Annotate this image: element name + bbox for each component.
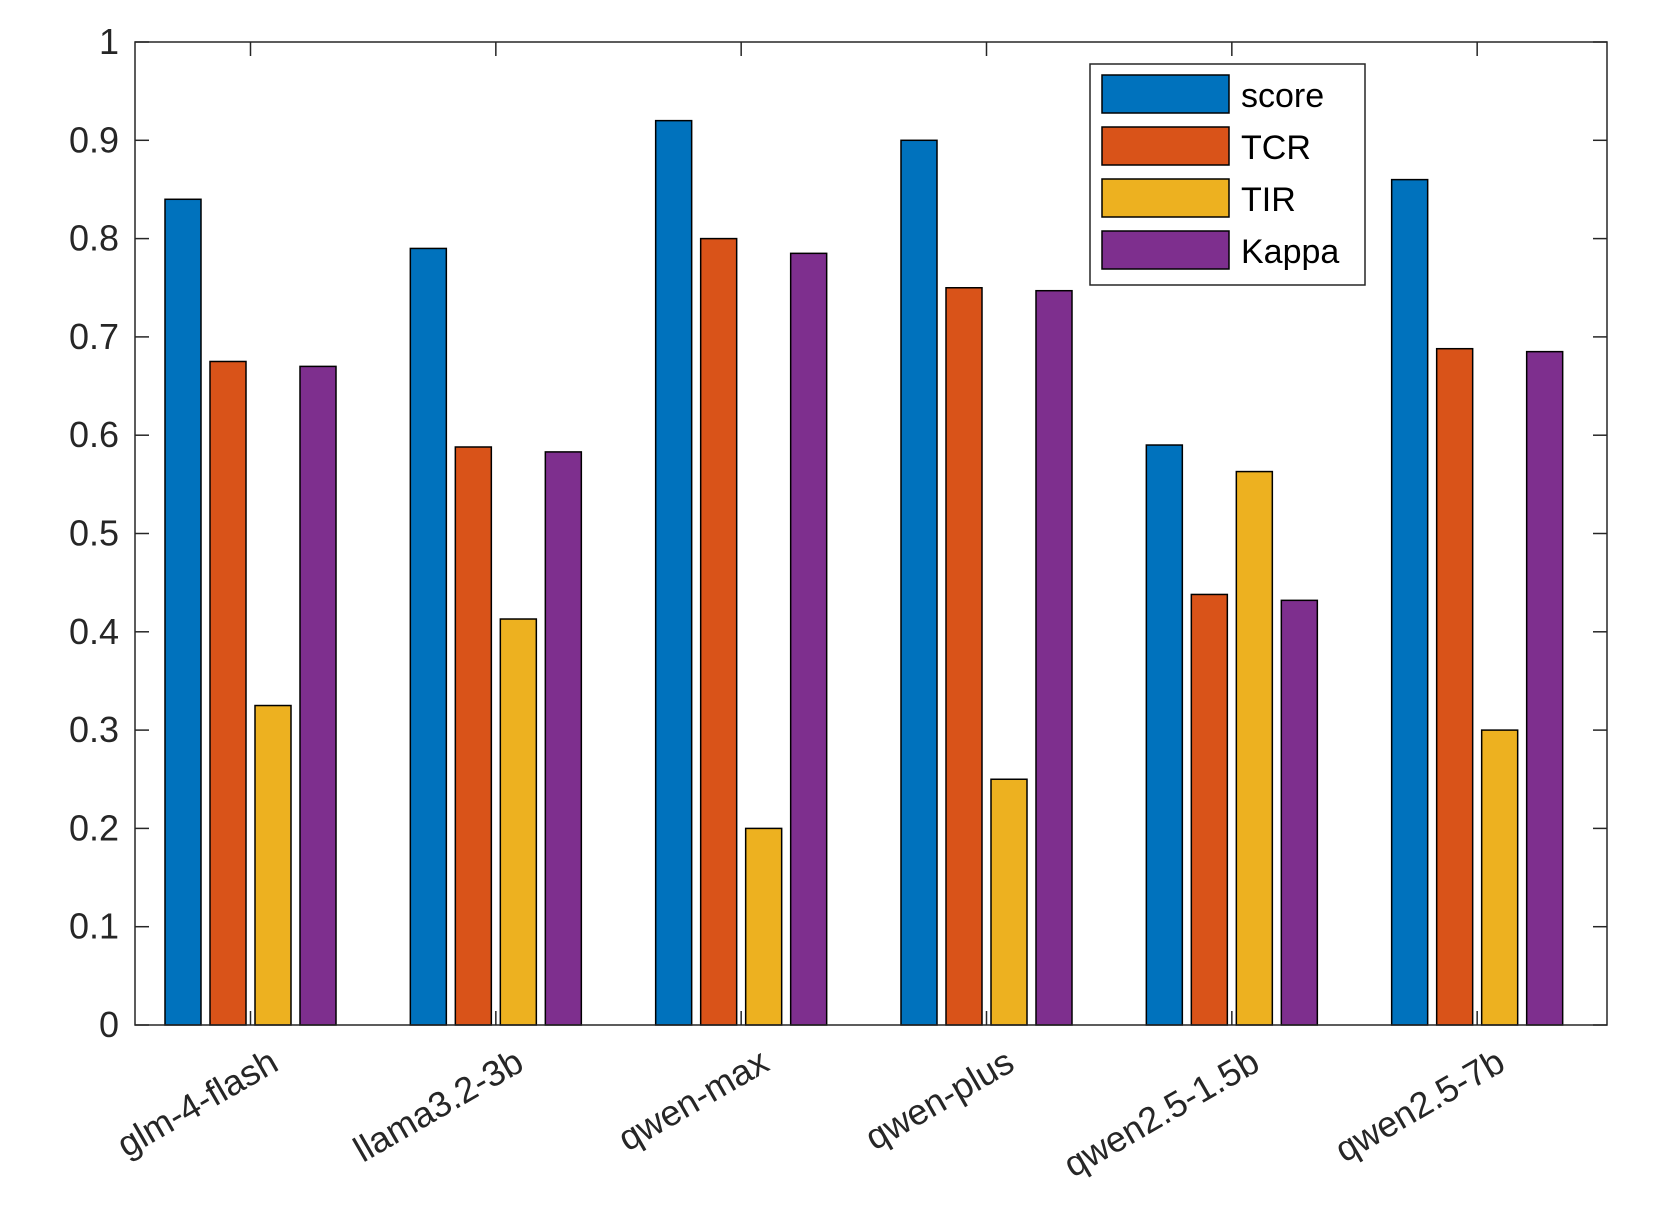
y-tick-label: 0.2 bbox=[69, 807, 119, 848]
legend: score TCR TIR Kappa bbox=[1089, 63, 1366, 286]
legend-swatch-tir bbox=[1101, 178, 1230, 218]
bar-tir-qwen2.5-1.5b bbox=[1235, 470, 1274, 1026]
bar-tir-glm-4-flash bbox=[254, 704, 292, 1026]
bar-kappa-qwen2.5-7b bbox=[1525, 350, 1564, 1026]
bar-tcr-qwen-max bbox=[699, 237, 738, 1026]
y-tick-label: 0.3 bbox=[69, 709, 119, 750]
bar-tcr-qwen2.5-7b bbox=[1435, 347, 1474, 1026]
bar-kappa-glm-4-flash bbox=[299, 365, 337, 1026]
bar-score-qwen2.5-7b bbox=[1390, 178, 1429, 1026]
bar-tcr-qwen-plus bbox=[945, 287, 983, 1026]
bar-kappa-llama3.2-3b bbox=[544, 451, 583, 1026]
legend-swatch-kappa bbox=[1101, 230, 1230, 270]
bar-tcr-glm-4-flash bbox=[209, 360, 247, 1026]
x-category-label: qwen-max bbox=[611, 1040, 775, 1159]
legend-label-tcr: TCR bbox=[1241, 129, 1311, 167]
plot-background bbox=[135, 42, 1607, 1025]
y-tick-label: 0.1 bbox=[69, 906, 119, 947]
bars-layer bbox=[164, 119, 1564, 1026]
x-category-label: qwen2.5-1.5b bbox=[1056, 1040, 1265, 1185]
bar-score-llama3.2-3b bbox=[409, 247, 448, 1026]
y-tick-labels: 0 0.1 0.2 0.3 0.4 0.5 0.6 0.7 0.8 0.9 1 bbox=[69, 21, 119, 1045]
y-tick-label: 0.5 bbox=[69, 513, 119, 554]
bar-tir-llama3.2-3b bbox=[499, 618, 538, 1026]
y-tick-label: 1 bbox=[99, 21, 119, 62]
legend-label-kappa: Kappa bbox=[1241, 233, 1339, 271]
bar-tir-qwen2.5-7b bbox=[1480, 729, 1519, 1026]
y-tick-label: 0.6 bbox=[69, 414, 119, 455]
legend-swatch-tcr bbox=[1101, 126, 1230, 166]
bar-tcr-qwen2.5-1.5b bbox=[1190, 593, 1229, 1026]
y-tick-label: 0 bbox=[99, 1004, 119, 1045]
legend-label-score: score bbox=[1241, 77, 1324, 115]
bar-tir-qwen-max bbox=[744, 827, 783, 1026]
legend-swatch-score bbox=[1101, 74, 1230, 114]
y-tick-label: 0.7 bbox=[69, 316, 119, 357]
bar-kappa-qwen-max bbox=[789, 252, 828, 1026]
bar-score-glm-4-flash bbox=[164, 198, 202, 1026]
x-category-label: qwen-plus bbox=[858, 1040, 1021, 1158]
legend-label-tir: TIR bbox=[1241, 181, 1296, 219]
y-tick-label: 0.8 bbox=[69, 218, 119, 259]
bar-score-qwen-plus bbox=[900, 139, 938, 1026]
y-tick-label: 0.9 bbox=[69, 119, 119, 160]
bar-kappa-qwen2.5-1.5b bbox=[1280, 599, 1319, 1026]
ticks-layer bbox=[135, 41, 1607, 1026]
x-tick-labels: glm-4-flash llama3.2-3b qwen-max qwen-plus q… bbox=[110, 1040, 1511, 1185]
x-category-label: llama3.2-3b bbox=[346, 1040, 529, 1170]
bar-tcr-llama3.2-3b bbox=[454, 446, 493, 1026]
bar-score-qwen-max bbox=[654, 119, 693, 1026]
bar-kappa-qwen-plus bbox=[1035, 289, 1073, 1026]
bar-tir-qwen-plus bbox=[990, 778, 1028, 1026]
x-category-label: qwen2.5-7b bbox=[1328, 1040, 1511, 1170]
x-category-label: glm-4-flash bbox=[110, 1040, 285, 1165]
y-tick-label: 0.4 bbox=[69, 611, 119, 652]
bar-score-qwen2.5-1.5b bbox=[1145, 444, 1184, 1026]
